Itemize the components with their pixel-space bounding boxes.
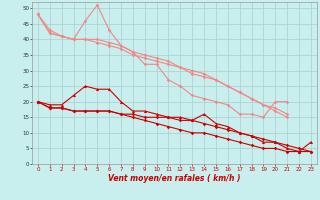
X-axis label: Vent moyen/en rafales ( km/h ): Vent moyen/en rafales ( km/h ): [108, 174, 241, 183]
